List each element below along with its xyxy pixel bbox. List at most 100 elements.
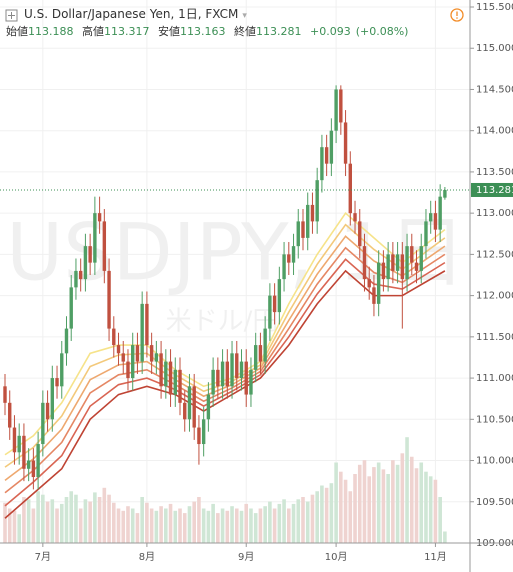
candle-body: [220, 361, 225, 387]
alert-icon[interactable]: [450, 8, 464, 22]
x-tick-label: 7月: [35, 551, 51, 563]
volume-bar: [230, 506, 234, 543]
candle-body: [187, 386, 192, 420]
candle-body: [159, 353, 163, 387]
volume-bar: [372, 467, 376, 543]
volume-bar: [135, 513, 140, 543]
x-tick-label: 8月: [139, 551, 155, 563]
candle-body: [178, 369, 182, 403]
candle-body: [329, 130, 334, 164]
candle-body: [164, 361, 168, 387]
candle-body: [310, 204, 315, 222]
candle-body: [324, 147, 329, 164]
volume-bar: [263, 506, 267, 543]
volume-bar: [282, 499, 286, 543]
candle-body: [381, 262, 386, 280]
y-tick-label: 111.500: [476, 332, 513, 343]
volume-bar: [419, 462, 424, 543]
candle-body: [69, 287, 73, 329]
candle-body: [154, 353, 159, 362]
change-pct: (+0.08%): [355, 25, 409, 38]
watermark-sub: 米ドル/円: [166, 307, 279, 337]
candle-body: [258, 345, 263, 362]
high-value: 113.317: [104, 25, 150, 38]
volume-bar: [159, 506, 163, 543]
volume-bar: [277, 503, 282, 543]
candle-body: [429, 213, 433, 222]
dropdown-caret[interactable]: ▾: [242, 11, 247, 21]
candle-body: [206, 394, 211, 420]
volume-bar: [187, 506, 192, 543]
candle-body: [358, 221, 362, 247]
volume-bar: [443, 531, 447, 543]
volume-bar: [130, 508, 135, 543]
close-value: 113.281: [256, 25, 302, 38]
volume-bar: [296, 499, 301, 543]
menu-icon[interactable]: [5, 9, 18, 22]
volume-bar: [50, 499, 55, 543]
candle-body: [249, 369, 253, 395]
candle-body: [443, 189, 447, 198]
volume-bar: [145, 502, 149, 543]
candle-body: [126, 361, 130, 379]
ribbon-line: [4, 269, 446, 519]
volume-bar: [386, 474, 390, 543]
candle-body: [78, 270, 83, 280]
high-label: 高値: [82, 25, 104, 38]
candle-body: [216, 369, 220, 387]
volume-bar: [315, 491, 319, 543]
candle-body: [343, 122, 348, 164]
volume-bar: [424, 471, 428, 543]
y-tick-label: 113.500: [476, 167, 513, 178]
candle-body: [135, 345, 140, 362]
candle-body: [230, 353, 234, 387]
volume-bar: [291, 503, 296, 543]
volume-bar: [154, 510, 159, 543]
volume-bar: [414, 468, 419, 543]
volume-bar: [69, 491, 74, 543]
candle-body: [362, 246, 367, 280]
candle-body: [301, 221, 305, 238]
volume-bar: [192, 501, 196, 543]
candle-body: [287, 254, 291, 263]
volume-bar: [225, 510, 230, 543]
candle-body: [83, 246, 88, 280]
candle-body: [410, 246, 414, 263]
volume-bar: [362, 460, 367, 543]
candle-body: [306, 204, 310, 238]
volume-bar: [253, 513, 258, 543]
candle-body: [244, 361, 248, 395]
candle-body: [211, 369, 215, 395]
volume-bar: [249, 508, 253, 543]
volume-bar: [357, 464, 362, 543]
volume-bar: [149, 508, 154, 543]
volume-bar: [168, 503, 173, 543]
candle-body: [183, 402, 187, 420]
y-tick-label: 114.500: [476, 84, 513, 95]
volume-bar: [244, 503, 249, 543]
candle-body: [235, 353, 239, 379]
candle-body: [339, 89, 343, 123]
candle-body: [291, 246, 296, 263]
volume-bar: [26, 499, 31, 543]
volume-bar: [258, 508, 263, 543]
candle-body: [36, 444, 40, 478]
candle-body: [419, 246, 423, 271]
volume-bar: [164, 508, 168, 543]
volume-bar: [334, 462, 338, 543]
volume-bar: [3, 502, 7, 543]
candle-body: [97, 213, 102, 222]
volume-bar: [395, 464, 400, 543]
volume-bar: [391, 460, 395, 543]
candle-body: [140, 303, 144, 362]
volume-bar: [74, 494, 78, 543]
volume-bar: [107, 494, 111, 543]
watermark: USDJPY, 1日: [6, 208, 466, 298]
candle-body: [102, 221, 107, 271]
volume-bar: [178, 508, 182, 543]
volume-bar: [438, 497, 442, 543]
x-tick-label: 10月: [325, 551, 348, 563]
candle-body: [3, 386, 7, 403]
candle-body: [93, 213, 97, 263]
